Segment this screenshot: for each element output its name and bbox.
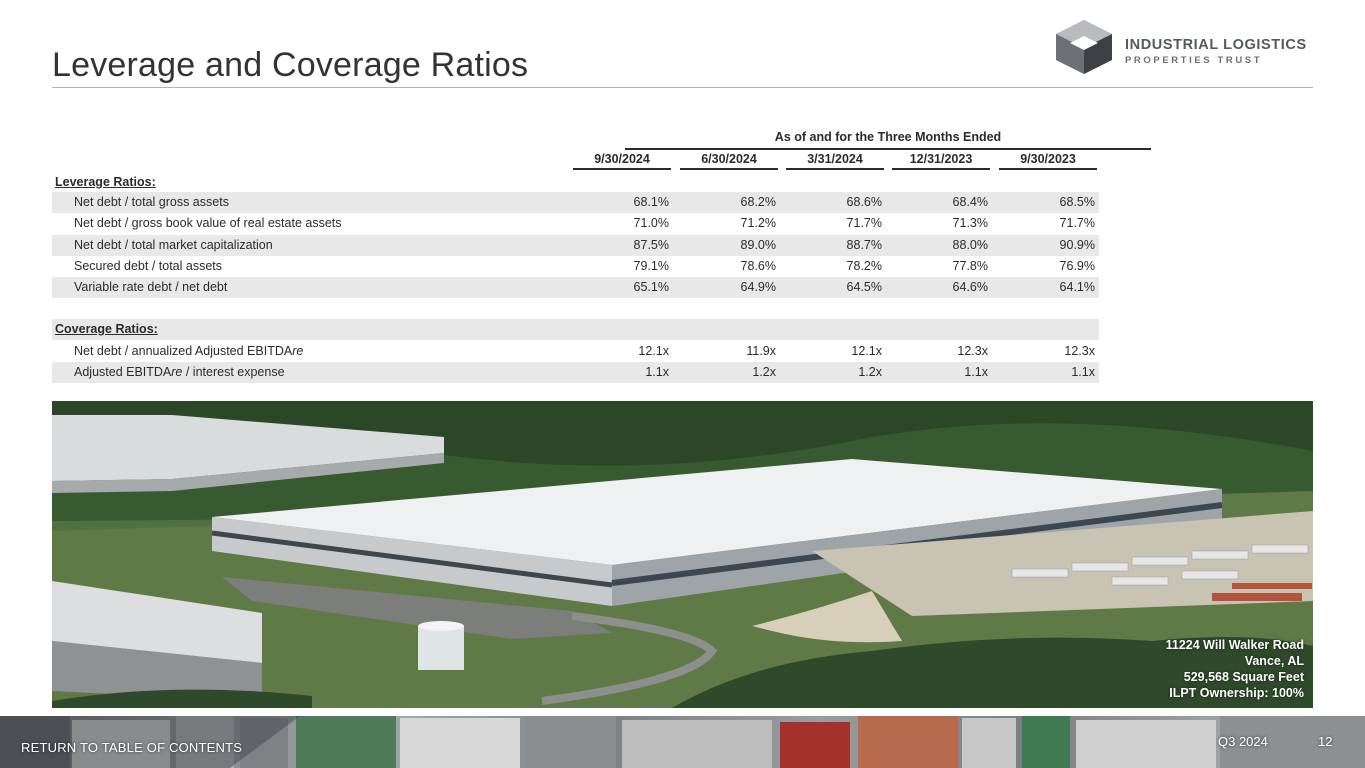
table-cell: 1.1x xyxy=(964,364,988,379)
cube-logo-icon xyxy=(1056,20,1112,74)
table-row: Leverage Ratios: xyxy=(52,172,1099,193)
table-row: Net debt / total gross assets 68.1% 68.2% 6… xyxy=(52,192,1099,213)
row-label: Net debt / gross book value of real esta… xyxy=(74,216,342,231)
table-cell: 76.9% xyxy=(1059,258,1095,273)
table-cell: 68.5% xyxy=(1059,195,1095,209)
property-caption: 11224 Will Walker Road Vance, AL 529,568… xyxy=(1166,637,1304,701)
row-label: Net debt / total market capitalization xyxy=(74,237,273,252)
table-cell: 71.2% xyxy=(740,216,776,231)
table-cell: 71.7% xyxy=(1059,216,1095,231)
table-row: Coverage Ratios: xyxy=(52,319,1099,340)
row-label-text: Net debt / annualized Adjusted EBITDA xyxy=(74,343,293,358)
table-cell: 12.1x xyxy=(638,343,669,358)
trailers-banner-image xyxy=(0,716,1365,768)
row-label: Secured debt / total assets xyxy=(74,258,223,273)
row-label-text-end: / interest expense xyxy=(182,364,285,379)
caption-ownership: ILPT Ownership: 100% xyxy=(1169,686,1304,700)
table-cell: 68.4% xyxy=(952,195,988,209)
table-cell: 64.5% xyxy=(846,280,882,295)
row-label-italic: re xyxy=(292,343,304,358)
table-cell: 64.6% xyxy=(952,280,988,295)
caption-address: 11224 Will Walker Road xyxy=(1165,638,1304,652)
row-label: Variable rate debt / net debt xyxy=(74,280,228,295)
page-title: Leverage and Coverage Ratios xyxy=(52,46,529,84)
footer-quarter: Q3 2024 xyxy=(1218,734,1268,749)
table-cell: 12.3x xyxy=(1064,343,1095,358)
coverage-section-title: Coverage Ratios: xyxy=(55,322,158,336)
column-header: 6/30/2024 xyxy=(701,152,757,166)
table-cell: 65.1% xyxy=(633,280,669,295)
table-cell: 12.3x xyxy=(957,343,988,358)
logo-text-primary: INDUSTRIAL LOGISTICS xyxy=(1125,37,1307,53)
table-row: Adjusted EBITDAre / interest expense 1.1x… xyxy=(52,361,1099,383)
table-cell: 79.1% xyxy=(633,258,669,273)
column-header-rule xyxy=(680,168,778,170)
table-cell: 88.7% xyxy=(846,237,882,252)
table-cell: 88.0% xyxy=(952,237,988,252)
column-header-rule xyxy=(786,168,884,170)
table-row: Net debt / gross book value of real esta… xyxy=(52,213,1099,234)
footer-banner: RETURN TO TABLE OF CONTENTS Q3 2024 12 xyxy=(0,716,1365,768)
row-label: Net debt / total gross assets xyxy=(74,195,229,209)
table-row: Secured debt / total assets 79.1% 78.6% 78.… xyxy=(52,256,1099,277)
table-cell: 11.9x xyxy=(746,343,776,358)
table-cell: 71.0% xyxy=(633,216,669,231)
table-cell: 64.9% xyxy=(740,280,776,295)
table-cell: 68.6% xyxy=(846,195,882,209)
table-cell: 78.2% xyxy=(846,258,882,273)
table-cell: 78.6% xyxy=(740,258,776,273)
column-header: 9/30/2023 xyxy=(1020,152,1076,166)
title-divider xyxy=(52,87,1313,88)
table-cell: 89.0% xyxy=(740,237,776,252)
row-label-text: Adjusted EBITDA xyxy=(74,364,172,379)
page-number: 12 xyxy=(1318,734,1333,749)
column-header: 9/30/2024 xyxy=(594,152,650,166)
table-row: Net debt / total market capitalization 87… xyxy=(52,234,1099,256)
column-header: 12/31/2023 xyxy=(909,152,973,166)
table-cell: 12.1x xyxy=(851,343,882,358)
table-cell: 1.2x xyxy=(858,364,882,379)
table-cell: 1.2x xyxy=(752,364,776,379)
period-group-header: As of and for the Three Months Ended xyxy=(774,130,1002,144)
caption-city: Vance, AL xyxy=(1244,654,1304,668)
row-label-italic: re xyxy=(171,364,183,379)
table-cell: 71.3% xyxy=(952,216,988,231)
table-cell: 90.9% xyxy=(1059,237,1095,252)
table-cell: 68.1% xyxy=(633,195,669,209)
property-photo: 11224 Will Walker Road Vance, AL 529,568… xyxy=(52,401,1313,708)
table-cell: 1.1x xyxy=(645,364,669,379)
warehouse-aerial-image xyxy=(52,401,1313,708)
company-logo: INDUSTRIAL LOGISTICS PROPERTIES TRUST xyxy=(1054,20,1324,74)
row-label: Net debt / annualized Adjusted EBITDAre xyxy=(74,344,303,358)
table-cell: 68.2% xyxy=(740,195,776,209)
caption-size: 529,568 Square Feet xyxy=(1183,670,1304,684)
table-cell: 77.8% xyxy=(952,258,988,273)
column-header-rule xyxy=(999,168,1097,170)
column-header-rule xyxy=(573,168,671,170)
row-label: Adjusted EBITDAre / interest expense xyxy=(74,365,285,379)
table-cell: 71.7% xyxy=(846,216,882,231)
table-row: Variable rate debt / net debt 65.1% 64.9% 6… xyxy=(52,277,1099,299)
column-header: 3/31/2024 xyxy=(807,152,863,166)
return-to-contents-link[interactable]: RETURN TO TABLE OF CONTENTS xyxy=(21,740,243,755)
table-row: Net debt / annualized Adjusted EBITDAre 1… xyxy=(52,341,1099,362)
column-header-rule xyxy=(892,168,990,170)
logo-text-secondary: PROPERTIES TRUST xyxy=(1125,55,1263,66)
group-header-rule xyxy=(625,148,1151,150)
leverage-section-title: Leverage Ratios: xyxy=(55,175,156,189)
table-cell: 64.1% xyxy=(1059,280,1095,295)
table-cell: 1.1x xyxy=(1071,364,1095,379)
table-cell: 87.5% xyxy=(633,237,669,252)
